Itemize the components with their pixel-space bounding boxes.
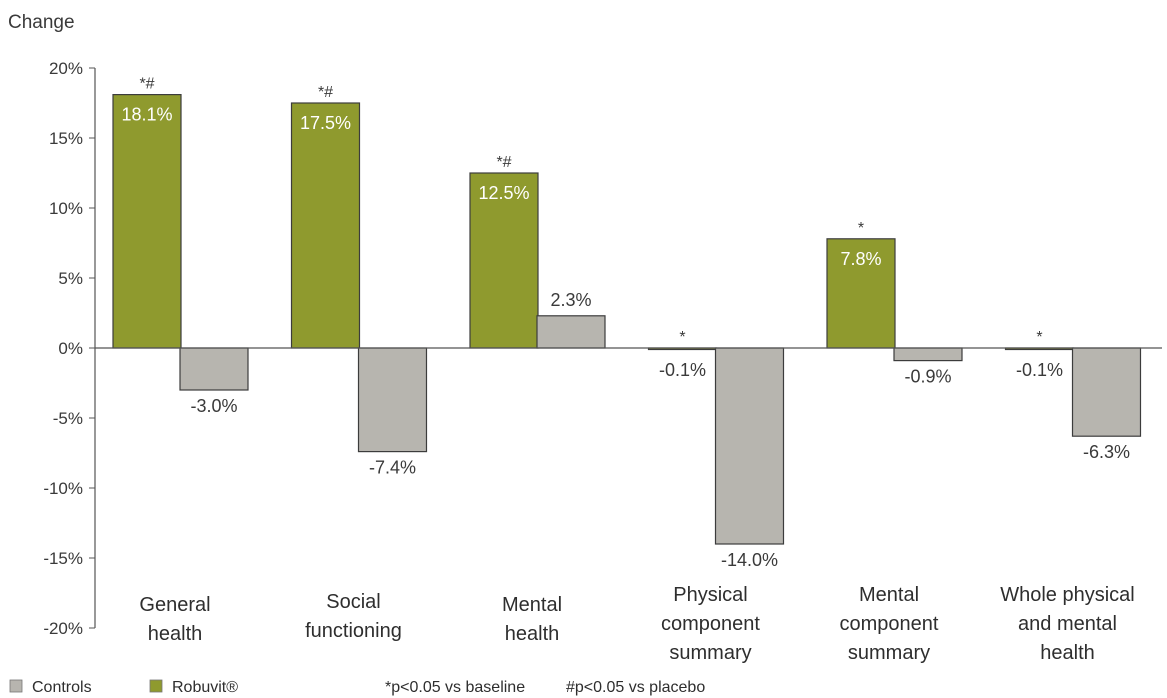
footnote: #p<0.05 vs placebo (566, 679, 705, 696)
significance-marker: *# (318, 84, 333, 101)
category-label: health (148, 623, 203, 645)
legend-swatch (149, 679, 163, 693)
controls-value-label: -14.0% (721, 550, 778, 570)
legend: Controls Robuvit® (9, 679, 238, 696)
controls-value-label: -0.9% (904, 367, 951, 387)
robuvit-value-label: 17.5% (300, 113, 351, 133)
category-label: health (505, 623, 560, 645)
y-tick-label: -15% (43, 549, 83, 568)
category-label: health (1040, 642, 1095, 664)
category-label: component (840, 613, 939, 635)
controls-value-label: -7.4% (369, 458, 416, 478)
robuvit-value-label: 7.8% (840, 249, 881, 269)
robuvit-value-label: 12.5% (478, 183, 529, 203)
category-label: component (661, 613, 760, 635)
category-label: General (139, 594, 210, 616)
category-label: Mental (859, 584, 919, 606)
bars: 18.1% *# 17.5% *# 12.5% *# -0.1% * 7.8% * -0.1% * -3… (112, 76, 1142, 570)
y-tick-label: 10% (49, 199, 83, 218)
controls-bar (357, 347, 428, 453)
category-label: and mental (1018, 613, 1117, 635)
robuvit-bar (469, 172, 539, 349)
category-label: Mental (502, 594, 562, 616)
controls-bar (893, 347, 963, 362)
robuvit-bar (290, 102, 361, 349)
axes (94, 68, 1162, 628)
category-label: Whole physical (1000, 584, 1135, 606)
significance-marker: * (858, 220, 864, 237)
robuvit-bar (826, 238, 896, 349)
y-tick-label: -5% (53, 409, 83, 428)
significance-marker: *# (496, 154, 511, 171)
footnote: *p<0.05 vs baseline (385, 679, 525, 696)
controls-bar (536, 315, 606, 349)
significance-marker: * (1036, 329, 1042, 346)
robuvit-bar (112, 93, 182, 349)
category-label: Social (326, 591, 380, 613)
legend-swatch (9, 679, 23, 693)
y-tick-label: 5% (58, 269, 83, 288)
category-label: functioning (305, 620, 402, 642)
category-label: summary (848, 642, 930, 664)
controls-value-label: 2.3% (550, 290, 591, 310)
category-label: Physical (673, 584, 747, 606)
y-tick-label: 20% (49, 59, 83, 78)
legend-item-label: Controls (32, 679, 92, 696)
footnotes: *p<0.05 vs baseline #p<0.05 vs placebo (385, 679, 705, 696)
y-tick-label: -10% (43, 479, 83, 498)
robuvit-value-label: -0.1% (659, 360, 706, 380)
controls-bar (714, 347, 785, 545)
controls-bar (179, 347, 249, 391)
significance-marker: *# (139, 76, 154, 93)
controls-bar (1071, 347, 1142, 437)
legend-item-label: Robuvit® (172, 679, 238, 696)
controls-value-label: -3.0% (190, 396, 237, 416)
y-axis-ticks: 20% 15% 10% 5% 0% -5% -10% -15% -20% (43, 59, 95, 638)
y-tick-label: 15% (49, 129, 83, 148)
y-tick-label: -20% (43, 619, 83, 638)
robuvit-value-label: -0.1% (1016, 360, 1063, 380)
significance-marker: * (679, 329, 685, 346)
category-labels: General health Social functioning Mental heal… (139, 584, 1134, 664)
controls-value-label: -6.3% (1083, 442, 1130, 462)
y-tick-label: 0% (58, 339, 83, 358)
category-label: summary (669, 642, 751, 664)
y-axis-label: Change (8, 12, 75, 33)
robuvit-value-label: 18.1% (121, 105, 172, 125)
